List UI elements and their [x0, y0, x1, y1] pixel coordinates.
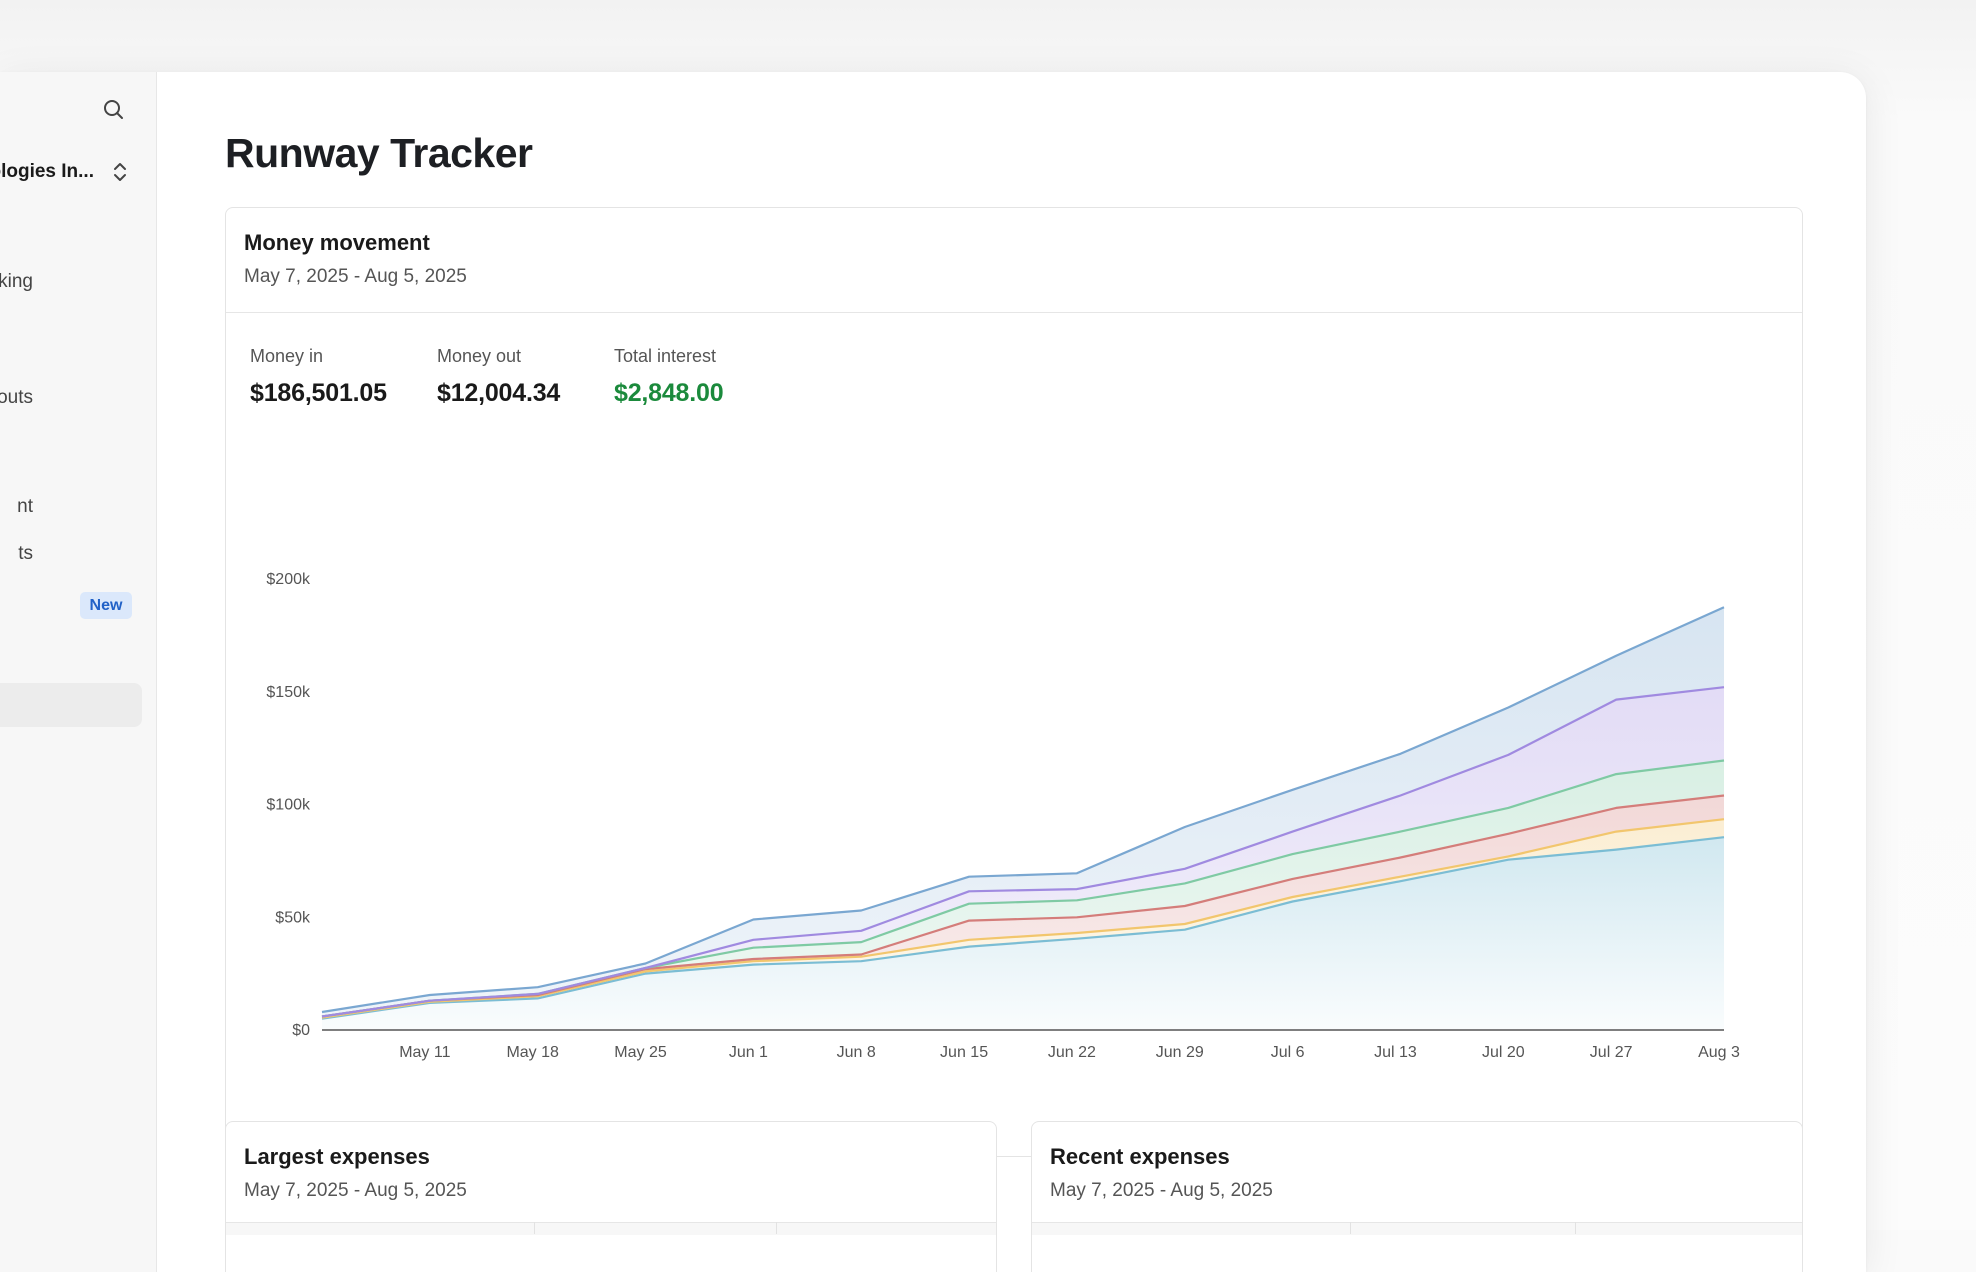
stat-label: Total interest — [614, 346, 717, 366]
column-divider — [776, 1222, 777, 1234]
x-tick-label: Aug 3 — [1698, 1044, 1740, 1061]
stat-value: $186,501.05 — [250, 379, 387, 407]
series-area-3 — [322, 760, 1724, 1017]
series-area-2 — [322, 795, 1724, 1018]
x-tick-label: Jun 22 — [1048, 1044, 1096, 1061]
sidebar-item-active[interactable] — [0, 683, 142, 727]
stat-money-in: Money in $186,501.05 — [250, 346, 387, 408]
y-tick-label: $150k — [266, 684, 311, 701]
card-title: Recent expenses — [1050, 1144, 1230, 1169]
date-range: May 7, 2025 - Aug 5, 2025 — [1050, 1180, 1273, 1201]
sidebar-item-label: king — [0, 271, 33, 292]
sidebar-item-label: ayouts — [0, 387, 33, 408]
date-range: May 7, 2025 - Aug 5, 2025 — [244, 1180, 467, 1201]
series-line-5 — [321, 606, 1725, 1014]
x-tick-label: Jun 8 — [837, 1044, 876, 1061]
sidebar-item-accounts[interactable]: ts — [0, 539, 140, 569]
x-tick-label: Jul 27 — [1590, 1044, 1633, 1061]
new-badge: New — [80, 592, 132, 619]
stat-money-out: Money out $12,004.34 — [437, 346, 560, 408]
card-title: Largest expenses — [244, 1144, 430, 1169]
largest-expenses-card: Largest expenses May 7, 2025 - Aug 5, 20… — [225, 1121, 997, 1272]
date-range: May 7, 2025 - Aug 5, 2025 — [244, 266, 467, 287]
y-tick-label: $50k — [275, 909, 311, 926]
series-line-4 — [321, 686, 1725, 1018]
x-tick-label: Jun 1 — [729, 1044, 768, 1061]
table-header — [1032, 1222, 1802, 1235]
x-tick-label: May 11 — [399, 1044, 450, 1061]
column-divider — [534, 1222, 535, 1234]
sidebar-item-label: ts — [18, 543, 33, 564]
search-icon[interactable] — [100, 96, 128, 124]
x-tick-label: May 25 — [614, 1044, 667, 1061]
chevron-up-down-icon — [110, 160, 130, 184]
money-movement-card: Money movement May 7, 2025 - Aug 5, 2025… — [225, 207, 1803, 1157]
stat-value: $2,848.00 — [614, 379, 724, 407]
divider — [226, 312, 1802, 313]
series-area-0 — [322, 837, 1724, 1030]
y-tick-label: $200k — [266, 571, 311, 588]
org-switcher[interactable]: ologies In... — [0, 158, 150, 186]
app-window: ologies In... king ayouts nt ts New Runw… — [0, 72, 1866, 1272]
recent-expenses-card: Recent expenses May 7, 2025 - Aug 5, 202… — [1031, 1121, 1803, 1272]
y-tick-label: $100k — [266, 797, 311, 814]
table-header — [226, 1222, 996, 1235]
stat-label: Money out — [437, 346, 522, 366]
sidebar-item-banking[interactable]: king — [0, 267, 140, 297]
sidebar-item-payouts[interactable]: ayouts — [0, 383, 140, 413]
money-movement-chart: $0 $50k $100k $150k $200k May 11 May 18 May 25 J… — [266, 571, 1740, 1061]
stat-total-interest: Total interest $2,848.00 — [614, 346, 724, 408]
sidebar: ologies In... king ayouts nt ts New — [0, 72, 157, 1272]
column-divider — [1575, 1222, 1576, 1234]
series-line-0 — [321, 836, 1725, 1020]
sidebar-item-management[interactable]: nt — [0, 492, 140, 522]
y-tick-label: $0 — [292, 1022, 310, 1039]
stat-value: $12,004.34 — [437, 379, 561, 407]
x-tick-label: Jul 20 — [1482, 1044, 1525, 1061]
card-title: Money movement — [244, 230, 430, 255]
page-title: Runway Tracker — [225, 130, 533, 176]
x-tick-label: Jun 15 — [940, 1044, 988, 1061]
x-tick-label: Jul 6 — [1271, 1044, 1305, 1061]
column-divider — [1350, 1222, 1351, 1234]
series-area-4 — [322, 687, 1724, 1017]
x-tick-label: May 18 — [506, 1044, 559, 1061]
sidebar-item-label: nt — [17, 496, 33, 517]
stat-label: Money in — [250, 346, 324, 366]
x-tick-label: Jul 13 — [1374, 1044, 1417, 1061]
x-tick-label: Jun 29 — [1156, 1044, 1204, 1061]
org-name: ologies In... — [0, 161, 94, 182]
series-line-1 — [321, 818, 1725, 1019]
